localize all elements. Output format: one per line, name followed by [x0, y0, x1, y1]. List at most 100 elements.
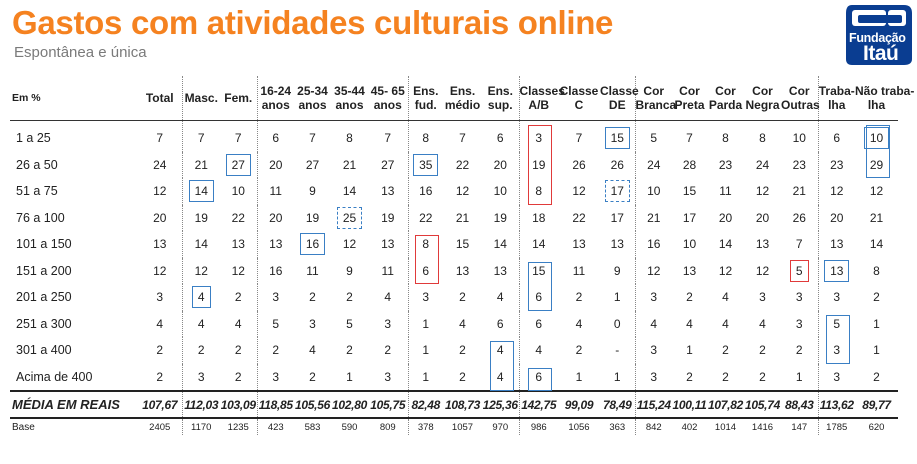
cell-value: 12 [755, 184, 770, 199]
cell-value: 26 [572, 157, 586, 172]
table-cell: 10 [781, 121, 818, 152]
column-header: Cor Negra [744, 76, 781, 121]
table-cell: 7 [220, 121, 257, 152]
cell-value: 1 [422, 369, 430, 384]
media-cell: 82,48 [407, 390, 443, 419]
table-cell: 22 [220, 205, 257, 232]
cell-value: 0 [613, 316, 621, 331]
table-cell: 14 [181, 178, 220, 205]
table-cell: 15 [672, 178, 707, 205]
table-cell: 11 [368, 258, 408, 285]
cell-value: 22 [455, 157, 470, 172]
cell-value: 1 [613, 369, 621, 384]
cell-value: 19 [194, 210, 208, 225]
cell-value: 3 [272, 290, 280, 305]
table-cell: 3 [256, 363, 294, 391]
highlight-box [527, 261, 552, 311]
fundacao-itau-logo: Fundação Itaú [842, 3, 914, 67]
cell-value: 15 [604, 127, 630, 150]
cell-value: 19 [381, 210, 395, 225]
media-cell: 125,36 [482, 390, 519, 419]
table-cell: 4 [181, 310, 220, 337]
media-cell: 118,85 [256, 390, 294, 419]
base-cell: 1057 [451, 421, 474, 433]
table-cell: 3 [817, 284, 855, 311]
cell-value: 10 [231, 184, 245, 199]
table-cell: 4 [482, 337, 519, 364]
cell-value: 6 [535, 290, 543, 305]
cell-value: 3 [650, 343, 658, 358]
cell-value: 3 [422, 290, 430, 305]
base-cell: 842 [634, 418, 672, 435]
table-cell: 8 [407, 120, 443, 152]
table-cell: 1 [407, 363, 443, 391]
cell-value: 4 [191, 286, 211, 309]
table-cell: 3 [781, 284, 818, 311]
table-cell: 15 [443, 231, 482, 258]
base-cell: 1785 [817, 418, 855, 435]
table-cell: 16 [634, 231, 672, 258]
column-header: 16-24 anos [256, 76, 294, 121]
table-cell: 4 [707, 311, 744, 338]
cell-value: 12 [572, 184, 586, 199]
table-cell: 2 [781, 337, 818, 364]
table-cell: 3 [744, 284, 781, 311]
cell-value: 3 [309, 316, 316, 331]
cell-value: 2 [873, 290, 880, 305]
table-cell: 10 [220, 178, 257, 205]
cell-value: 13 [830, 237, 844, 252]
column-header: Classes A/B [518, 76, 565, 121]
cell-value: 8 [722, 131, 729, 146]
table-cell: 26 [600, 152, 635, 179]
base-cell: 986 [518, 418, 558, 435]
cell-value: 1 [613, 290, 621, 305]
cell-value: 21 [869, 210, 884, 225]
table-cell: 12 [443, 178, 482, 205]
table-cell: 16 [256, 257, 294, 284]
cell-value: 4 [234, 316, 242, 331]
table-cell: 3 [634, 337, 672, 364]
cell-value: 5 [789, 259, 809, 282]
cell-value: 4 [384, 290, 392, 305]
base-cell: 583 [304, 421, 321, 433]
column-header: Fem. [220, 76, 257, 121]
cell-value: 13 [153, 237, 167, 252]
cell-value: 6 [496, 316, 504, 331]
cell-value: 24 [755, 157, 770, 172]
base-cell: 147 [791, 421, 808, 433]
cell-value: 11 [572, 263, 586, 278]
row-header-label: Em % [10, 76, 138, 121]
page-title: Gastos com atividades culturais online [12, 4, 614, 41]
cell-value: 3 [759, 290, 766, 305]
table-cell: 3 [781, 311, 818, 338]
table-cell: 10 [672, 231, 707, 258]
highlight-box [527, 124, 552, 205]
cell-value: 1 [873, 343, 880, 358]
table-cell: 12 [855, 178, 898, 205]
cell-value: 12 [455, 184, 470, 199]
cell-value: 3 [795, 316, 803, 331]
table-header-row: Em % Total Masc. Fem. 16-24 anos 25-34 anos 35-… [10, 76, 914, 121]
spending-table: Em % Total Masc. Fem. 16-24 anos 25-34 anos 35-… [10, 76, 914, 435]
row-label: 101 a 150 [16, 237, 72, 252]
table-cell: 5 [781, 258, 818, 285]
cell-value: 21 [194, 157, 208, 172]
table-cell: 13 [368, 178, 408, 205]
table-cell: 2 [220, 284, 257, 311]
column-header: Cor Preta [672, 76, 707, 121]
base-cell: 620 [868, 421, 885, 433]
table-cell: 13 [256, 231, 294, 258]
cell-value: 2 [722, 343, 729, 358]
cell-value: 23 [718, 157, 733, 172]
cell-value: 26 [610, 157, 624, 172]
table-cell: 11 [256, 178, 294, 205]
cell-value: 26 [792, 210, 806, 225]
base-cell: 590 [341, 421, 358, 433]
cell-value: 5 [833, 316, 841, 331]
table-cell: 13 [558, 231, 600, 258]
table-cell: 19 [368, 205, 408, 232]
table-cell: 26 [558, 152, 600, 179]
row-label: 76 a 100 [16, 210, 65, 225]
column-header: Masc. [181, 76, 220, 121]
logo-mark-icon [846, 5, 912, 65]
